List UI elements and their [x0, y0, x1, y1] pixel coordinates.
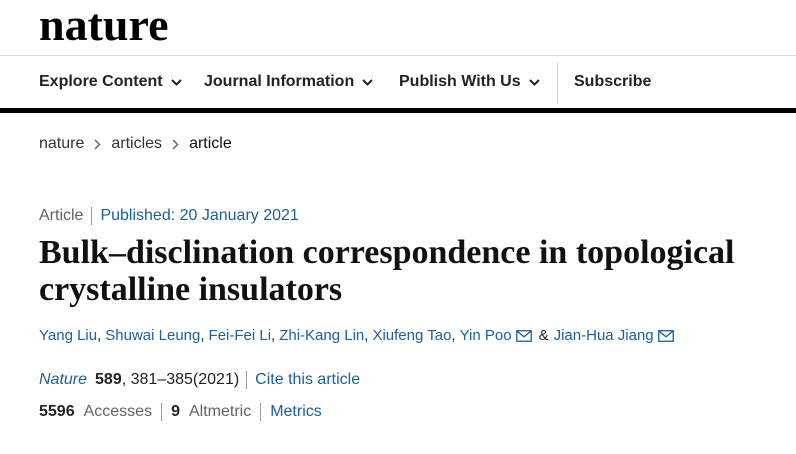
mail-icon[interactable] [515, 330, 532, 342]
chevron-down-icon [362, 78, 373, 86]
metrics-divider [161, 403, 163, 421]
metrics-link[interactable]: Metrics [270, 403, 322, 420]
author-list: Yang Liu , Shuwai Leung , Fei-Fei Li , Z… [39, 326, 674, 346]
author-separator: , [451, 327, 456, 344]
accesses-count: 5596 [39, 403, 75, 420]
author-link[interactable]: Xiufeng Tao [372, 327, 452, 344]
header-divider [0, 55, 796, 56]
altmetric-count: 9 [171, 403, 180, 420]
journal-link[interactable]: Nature [39, 371, 88, 388]
author-link[interactable]: Yang Liu [39, 327, 98, 344]
citation-details: Nature 589 , 381–385(2021) Cite this art… [39, 370, 360, 390]
altmetric-label: Altmetric [188, 403, 252, 420]
header-bottom-bar [0, 108, 796, 113]
author-separator: , [97, 327, 102, 344]
nav-divider [557, 62, 558, 104]
pages-and-year: , 381–385(2021) [121, 371, 240, 388]
nav-publish-with-us-label: Publish With Us [399, 73, 521, 90]
metrics-bar: 5596 Accesses 9 Altmetric Metrics [39, 402, 322, 422]
nav-explore-content[interactable]: Explore Content [39, 72, 182, 92]
metrics-divider [260, 403, 262, 421]
journal-volume: 589 [95, 371, 122, 388]
nav-journal-information-label: Journal Information [204, 73, 355, 90]
nav-publish-with-us[interactable]: Publish With Us [399, 72, 540, 92]
author-link[interactable]: Zhi-Kang Lin [279, 327, 365, 344]
author-separator: , [200, 327, 205, 344]
chevron-right-icon [94, 138, 101, 150]
author-separator: , [364, 327, 369, 344]
nav-explore-content-label: Explore Content [39, 73, 163, 90]
nature-logo[interactable]: nature [39, 0, 169, 50]
chevron-right-icon [172, 138, 179, 150]
cite-this-article-link[interactable]: Cite this article [255, 371, 361, 388]
subscribe-link[interactable]: Subscribe [574, 73, 652, 90]
author-conjunction: & [538, 327, 549, 344]
author-link[interactable]: Shuwai Leung [105, 327, 201, 344]
identifier-divider [91, 207, 93, 225]
author-link[interactable]: Fei-Fei Li [208, 327, 272, 344]
article-type: Article [39, 207, 84, 224]
article-identifiers: Article Published: 20 January 2021 [39, 206, 299, 226]
author-link[interactable]: Jian-Hua Jiang [553, 327, 654, 344]
author-link[interactable]: Yin Poo [459, 327, 512, 344]
chevron-down-icon [528, 78, 540, 86]
mail-icon[interactable] [657, 330, 674, 342]
nav-journal-information[interactable]: Journal Information [204, 72, 373, 92]
article-title: Bulk–disclination correspondence in topo… [39, 234, 735, 308]
breadcrumb-item-nature[interactable]: nature [39, 135, 85, 152]
breadcrumb-item-articles[interactable]: articles [111, 135, 163, 152]
chevron-down-icon [170, 78, 182, 86]
accesses-label: Accesses [83, 403, 153, 420]
citation-divider [246, 371, 248, 389]
breadcrumb: nature articles article [39, 134, 232, 154]
author-separator: , [271, 327, 276, 344]
breadcrumb-item-current: article [189, 135, 232, 152]
published-date: Published: 20 January 2021 [100, 207, 299, 224]
